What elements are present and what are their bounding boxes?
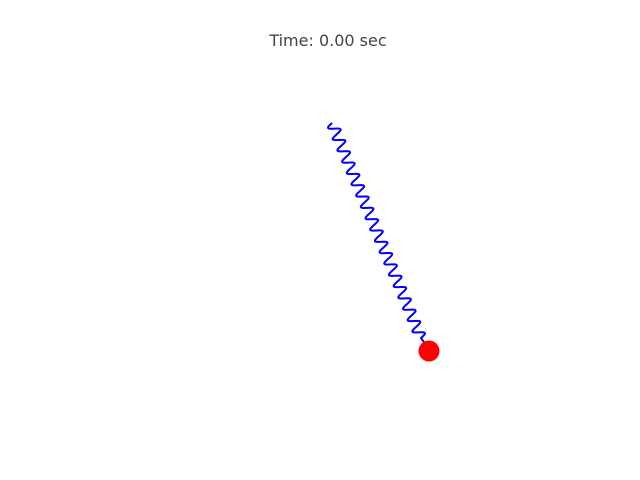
spring-coil — [327, 122, 429, 349]
time-label: Time: 0.00 sec — [269, 31, 387, 50]
corner-mark-top-left — [79, 59, 81, 60]
corner-mark-bottom-left — [79, 427, 81, 428]
corner-mark-bottom-right — [575, 427, 577, 428]
corner-mark-top-right — [575, 59, 577, 60]
pendulum-mass — [418, 340, 440, 362]
